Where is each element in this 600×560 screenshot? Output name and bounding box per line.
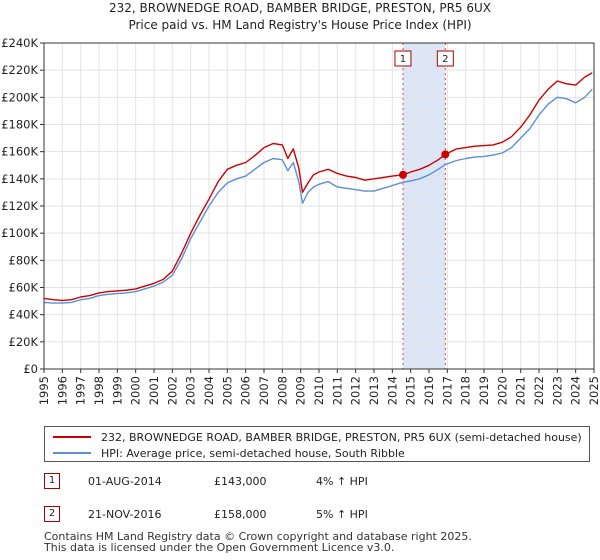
x-tick-label: 2013 — [367, 376, 381, 405]
chart-subtitle: Price paid vs. HM Land Registry's House … — [128, 18, 471, 32]
y-tick-label: £240K — [1, 36, 38, 50]
x-tick-label: 2011 — [330, 376, 344, 405]
x-tick-label: 2023 — [550, 376, 564, 405]
y-tick-label: £200K — [1, 90, 38, 104]
chart-title: 232, BROWNEDGE ROAD, BAMBER BRIDGE, PRES… — [109, 1, 491, 15]
hpi-series-line — [43, 88, 593, 304]
x-tick-label: 2000 — [129, 376, 143, 405]
sale-point — [441, 150, 450, 159]
transaction-price: £158,000 — [214, 507, 267, 521]
transaction-date: 21-NOV-2016 — [88, 507, 162, 521]
footer-licence: This data is licensed under the Open Gov… — [44, 541, 395, 554]
x-tick-label: 1997 — [74, 376, 88, 405]
legend-label-hpi: HPI: Average price, semi-detached house,… — [101, 446, 405, 460]
x-tick-label: 2014 — [385, 376, 399, 405]
x-tick-label: 2017 — [440, 376, 454, 405]
x-tick-label: 2022 — [532, 376, 546, 405]
legend-label-property: 232, BROWNEDGE ROAD, BAMBER BRIDGE, PRES… — [101, 430, 582, 444]
sale-badge — [394, 50, 412, 67]
y-tick-label: £100K — [1, 226, 38, 240]
footer-copyright: Contains HM Land Registry data © Crown c… — [44, 530, 472, 543]
x-tick-label: 2004 — [202, 376, 216, 405]
y-tick-label: £40K — [9, 308, 39, 322]
x-tick-label: 2010 — [312, 376, 326, 405]
x-tick-label: 2001 — [147, 376, 161, 405]
x-tick-label: 2003 — [184, 376, 198, 405]
sale-point — [398, 170, 407, 179]
x-tick-label: 2020 — [495, 376, 509, 405]
sale-badge — [436, 50, 454, 67]
transaction-price: £143,000 — [214, 474, 267, 488]
x-tick-label: 1998 — [92, 376, 106, 405]
transaction-hpi: 4% ↑ HPI — [316, 474, 368, 488]
x-tick-label: 2019 — [477, 376, 491, 405]
x-tick-label: 2018 — [459, 376, 473, 405]
x-tick-label: 2025 — [587, 376, 600, 405]
property-series-line — [43, 72, 593, 302]
x-tick-label: 2024 — [569, 376, 583, 405]
x-tick-label: 2008 — [275, 376, 289, 405]
x-tick-label: 2012 — [349, 376, 363, 405]
y-tick-label: £140K — [1, 172, 38, 186]
x-tick-label: 1999 — [110, 376, 124, 405]
x-tick-label: 2021 — [514, 376, 528, 405]
legend-item-hpi: HPI: Average price, semi-detached house,… — [53, 445, 405, 461]
transaction-hpi: 5% ↑ HPI — [316, 507, 368, 521]
y-tick-label: £160K — [1, 145, 38, 159]
price-chart: 232, BROWNEDGE ROAD, BAMBER BRIDGE, PRES… — [1, 1, 600, 405]
x-tick-label: 2006 — [239, 376, 253, 405]
legend-swatch-property — [53, 436, 91, 438]
sale-badge-label: 2 — [442, 54, 448, 65]
x-tick-label: 1996 — [55, 376, 69, 405]
y-tick-label: £180K — [1, 118, 38, 132]
x-tick-label: 1995 — [37, 376, 51, 405]
footer: Contains HM Land Registry data © Crown c… — [44, 531, 472, 553]
plot-frame — [43, 42, 595, 370]
x-tick-label: 2015 — [404, 376, 418, 405]
y-tick-label: £60K — [9, 281, 39, 295]
x-tick-label: 2009 — [294, 376, 308, 405]
x-tick-label: 2007 — [257, 376, 271, 405]
x-tick-label: 2005 — [220, 376, 234, 405]
legend-swatch-hpi — [53, 452, 91, 454]
y-tick-label: £0 — [23, 362, 38, 376]
y-tick-label: £80K — [9, 253, 39, 267]
y-tick-label: £20K — [9, 335, 39, 349]
transaction-date: 01-AUG-2014 — [88, 474, 162, 488]
y-tick-label: £120K — [1, 199, 38, 213]
transaction-row: 1 01-AUG-2014 £143,000 4% ↑ HPI — [44, 471, 368, 491]
transaction-number: 1 — [44, 473, 60, 489]
sale-badge-label: 1 — [400, 54, 406, 65]
legend-item-property: 232, BROWNEDGE ROAD, BAMBER BRIDGE, PRES… — [53, 429, 582, 445]
transaction-row: 2 21-NOV-2016 £158,000 5% ↑ HPI — [44, 504, 368, 524]
legend: 232, BROWNEDGE ROAD, BAMBER BRIDGE, PRES… — [44, 426, 590, 462]
y-tick-label: £220K — [1, 63, 38, 77]
x-tick-label: 2016 — [422, 376, 436, 405]
transaction-number: 2 — [44, 506, 60, 522]
x-tick-label: 2002 — [165, 376, 179, 405]
